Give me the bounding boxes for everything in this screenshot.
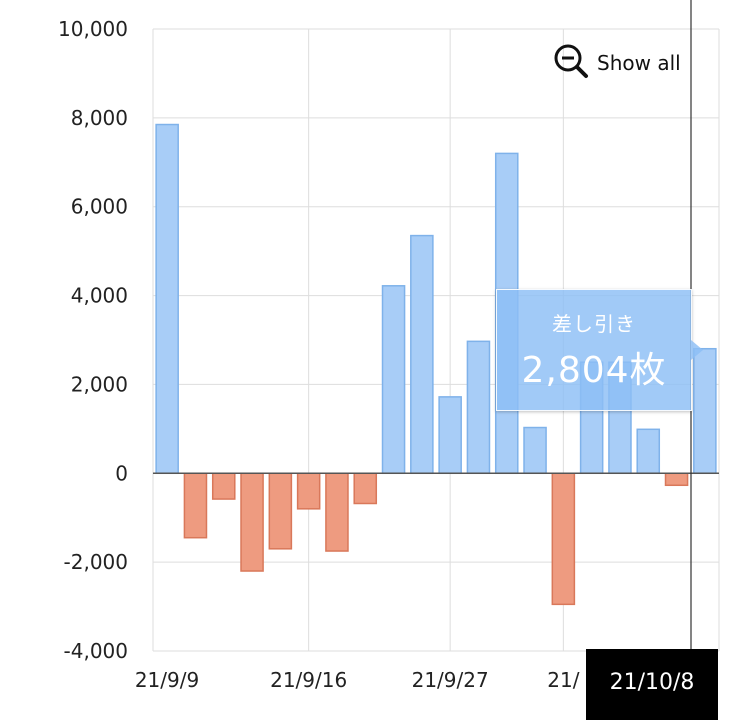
- bar[interactable]: [211, 472, 236, 500]
- x-tick-label: 21/: [547, 668, 579, 692]
- bar[interactable]: [240, 472, 264, 572]
- tooltip: 差し引き 2,804枚: [496, 289, 703, 411]
- bar[interactable]: [353, 472, 378, 505]
- x-tick-label: 21/9/16: [270, 668, 347, 692]
- bar[interactable]: [664, 472, 689, 487]
- bar[interactable]: [523, 426, 547, 475]
- bar[interactable]: [268, 472, 293, 550]
- tooltip-label: 差し引き: [552, 312, 636, 336]
- y-tick-label: 2,000: [71, 372, 128, 396]
- show-all-button[interactable]: Show all: [553, 43, 681, 83]
- x-tick-label: 21/9/9: [135, 668, 199, 692]
- y-tick-label: -4,000: [64, 639, 128, 663]
- y-tick-label: 10,000: [58, 17, 128, 41]
- tooltip-arrow: [691, 340, 703, 360]
- y-axis-ticks: 10,000 8,000 6,000 4,000 2,000 0 -2,000 -4,000: [58, 17, 128, 663]
- y-tick-label: 8,000: [71, 106, 128, 130]
- bar[interactable]: [693, 347, 717, 475]
- y-tick-label: 4,000: [71, 284, 128, 308]
- bar[interactable]: [410, 234, 434, 475]
- bar[interactable]: [551, 472, 576, 606]
- x-axis-ticks: 21/9/9 21/9/16 21/9/27 21/: [135, 668, 580, 692]
- bar[interactable]: [381, 285, 406, 475]
- bar[interactable]: [325, 472, 349, 552]
- bar[interactable]: [183, 472, 208, 539]
- zoom-out-icon: [553, 43, 589, 83]
- tooltip-value: 2,804枚: [521, 350, 667, 391]
- y-tick-label: -2,000: [64, 550, 128, 574]
- y-tick-label: 0: [115, 461, 128, 485]
- show-all-label: Show all: [597, 51, 681, 75]
- bar[interactable]: [155, 123, 179, 475]
- bar[interactable]: [438, 396, 462, 475]
- bar[interactable]: [636, 428, 661, 475]
- y-tick-label: 6,000: [71, 195, 128, 219]
- bar[interactable]: [296, 472, 321, 510]
- bar[interactable]: [466, 340, 491, 475]
- x-tick-label: 21/9/27: [412, 668, 489, 692]
- crosshair-date-label: 21/10/8: [586, 649, 718, 720]
